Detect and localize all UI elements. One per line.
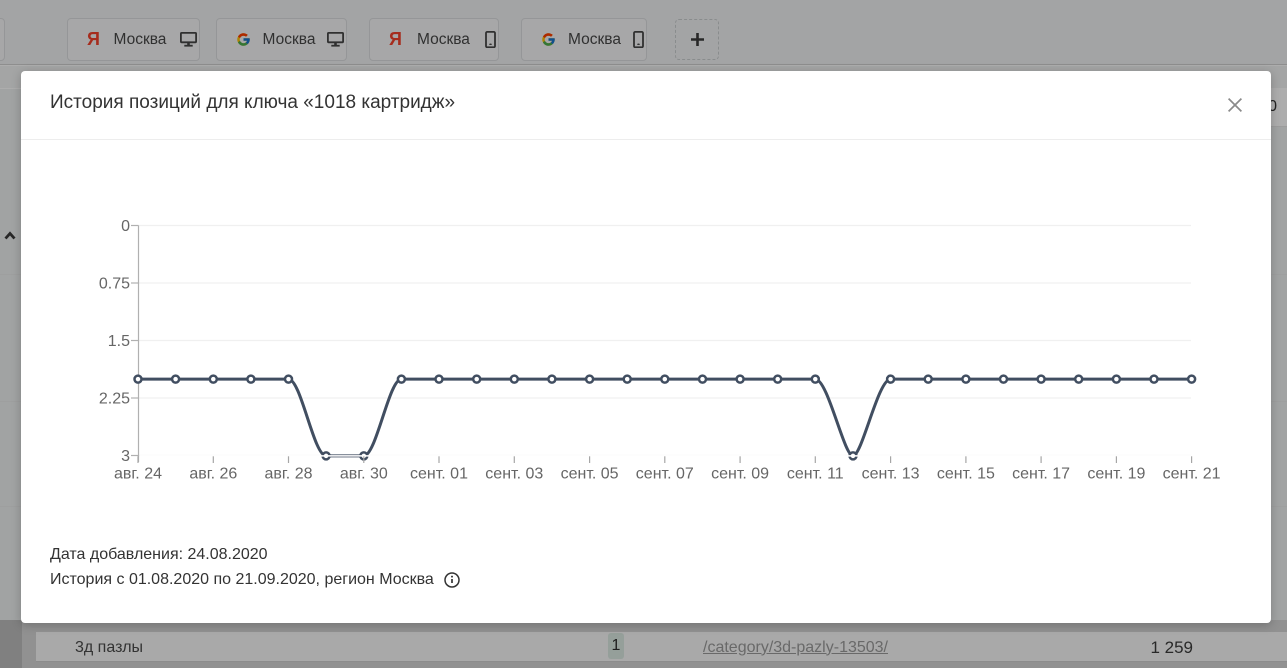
svg-text:авг. 28: авг. 28 [264, 465, 312, 482]
svg-text:сент. 01: сент. 01 [410, 465, 468, 482]
svg-text:авг. 30: авг. 30 [339, 465, 387, 482]
svg-text:сент. 05: сент. 05 [560, 465, 618, 482]
svg-text:3: 3 [121, 448, 130, 465]
svg-text:сент. 21: сент. 21 [1162, 465, 1220, 482]
svg-text:0.75: 0.75 [98, 275, 129, 292]
svg-text:сент. 15: сент. 15 [936, 465, 994, 482]
svg-text:авг. 24: авг. 24 [114, 465, 162, 482]
svg-text:0: 0 [121, 218, 130, 235]
svg-text:сент. 13: сент. 13 [861, 465, 919, 482]
svg-text:сент. 19: сент. 19 [1087, 465, 1145, 482]
svg-text:сент. 07: сент. 07 [635, 465, 693, 482]
svg-text:1.5: 1.5 [107, 333, 129, 350]
svg-text:сент. 03: сент. 03 [485, 465, 543, 482]
svg-text:авг. 26: авг. 26 [189, 465, 237, 482]
svg-text:сент. 09: сент. 09 [711, 465, 769, 482]
svg-text:сент. 11: сент. 11 [786, 465, 843, 482]
svg-text:2.25: 2.25 [98, 390, 129, 407]
svg-text:сент. 17: сент. 17 [1012, 465, 1070, 482]
